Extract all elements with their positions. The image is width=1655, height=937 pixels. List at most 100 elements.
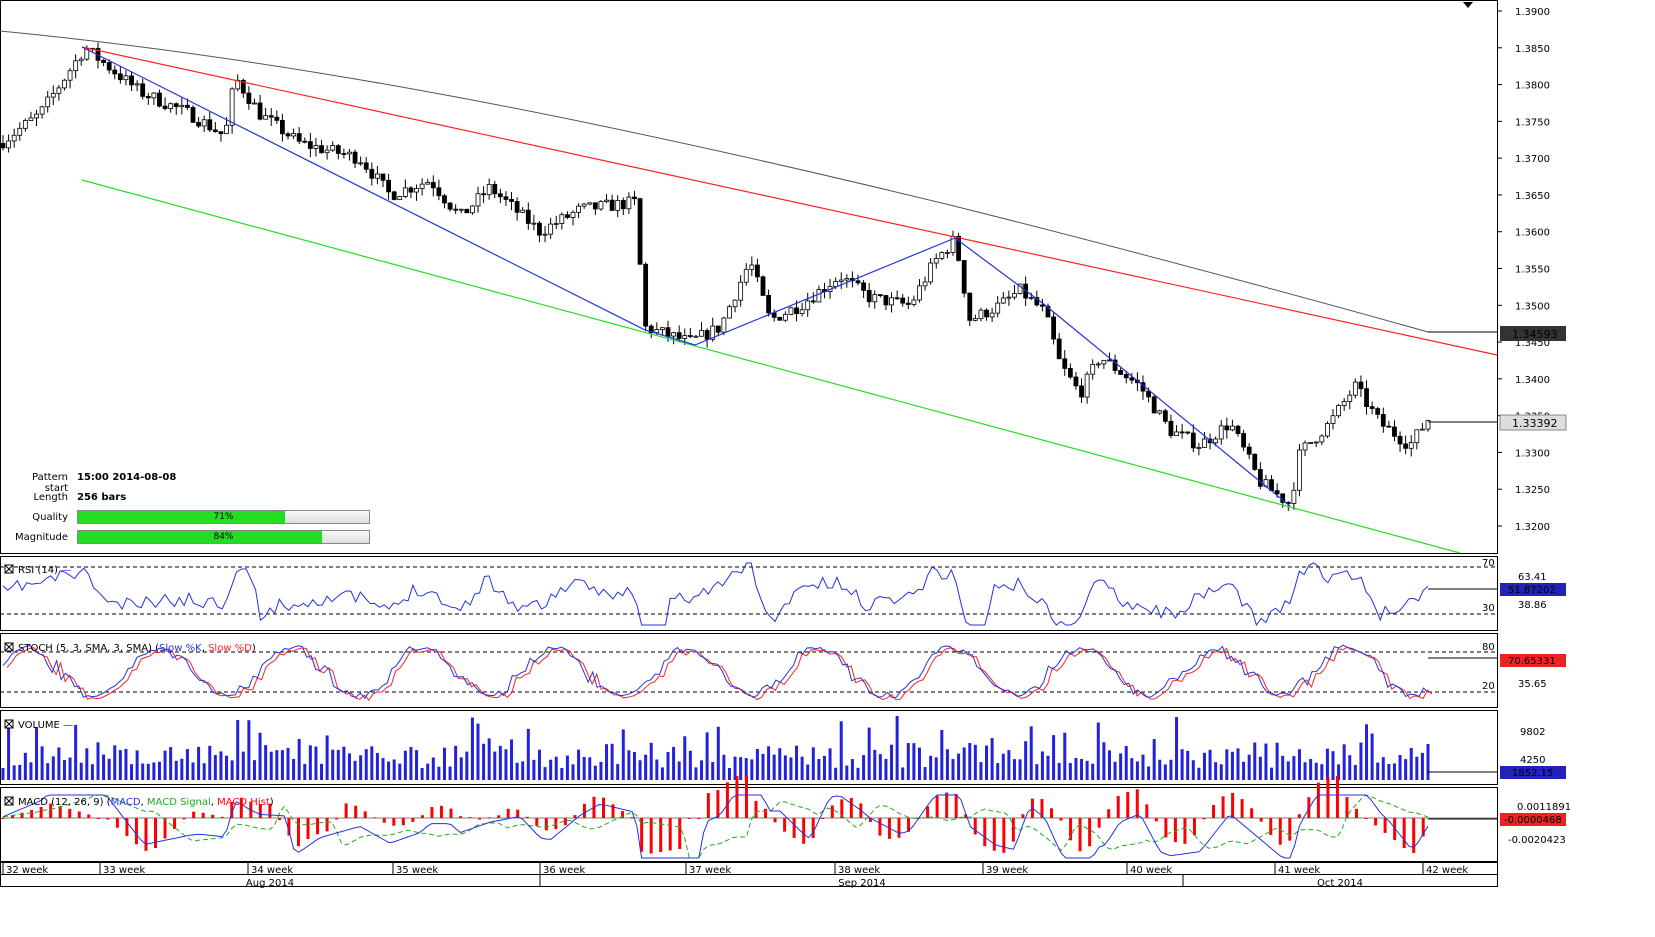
candle-body xyxy=(1084,373,1090,398)
candle-body xyxy=(889,297,894,306)
candle-body xyxy=(386,179,391,193)
macd-hist-bar xyxy=(621,811,625,818)
candle-body xyxy=(212,129,218,133)
candle-body xyxy=(559,214,565,224)
candle-body xyxy=(922,281,928,287)
macd-hist-bar xyxy=(144,818,148,851)
volume-bar xyxy=(297,739,301,780)
candle-body xyxy=(56,87,62,94)
candle-body xyxy=(1218,425,1224,440)
candle-body xyxy=(1123,373,1129,379)
candle-body xyxy=(727,306,732,319)
volume-bar xyxy=(1320,764,1324,780)
candle-body xyxy=(453,208,459,211)
candle-body xyxy=(39,106,45,115)
volume-bar xyxy=(1370,733,1374,780)
volume-bar xyxy=(1180,749,1184,780)
candle-body xyxy=(229,88,235,126)
volume-bar xyxy=(951,759,955,780)
macd-panel xyxy=(0,787,1498,862)
macd-hist-bar xyxy=(1307,797,1311,818)
week-label: 37 week xyxy=(689,865,731,876)
volume-bar xyxy=(862,755,866,780)
week-axis xyxy=(0,862,1498,875)
macd-hist-bar xyxy=(392,818,396,826)
macd-hist-bar xyxy=(1202,818,1206,820)
volume-bar xyxy=(510,739,514,780)
volume-bar xyxy=(795,745,799,780)
volume-bar xyxy=(856,767,860,780)
macd-hist-bar xyxy=(49,803,53,818)
macd-hist-bar xyxy=(1069,818,1073,841)
candle-body xyxy=(330,145,336,151)
scroll-arrow-icon[interactable] xyxy=(1463,2,1473,8)
macd-hist-bar xyxy=(1021,814,1025,818)
volume-bar xyxy=(1270,767,1274,780)
volume-bar xyxy=(308,745,312,780)
candle-body xyxy=(760,276,766,296)
volume-bar xyxy=(258,732,262,780)
volume-bar xyxy=(901,767,905,780)
volume-bar xyxy=(677,761,681,780)
price-tick-label: 1.3300 xyxy=(1515,448,1550,459)
candle-body xyxy=(844,278,850,281)
volume-bar xyxy=(962,747,966,780)
candle-body xyxy=(179,104,185,108)
candle-body xyxy=(565,214,570,218)
volume-bar xyxy=(521,761,525,780)
volume-bar xyxy=(666,752,670,780)
candle-body xyxy=(34,113,39,119)
volume-bar xyxy=(705,732,709,780)
volume-panel xyxy=(0,710,1498,785)
volume-bar xyxy=(1376,762,1380,780)
price-tick-label: 1.3900 xyxy=(1515,7,1550,18)
macd-hist-bar xyxy=(1250,808,1254,818)
macd-hist-bar xyxy=(640,818,644,852)
volume-bar xyxy=(912,743,916,780)
macd-hist-bar xyxy=(1,818,5,819)
volume-bar xyxy=(1147,766,1151,780)
volume-bar xyxy=(264,745,268,780)
macd-hist-bar xyxy=(945,792,949,818)
candle-body xyxy=(1196,447,1202,449)
macd-hist-bar xyxy=(582,803,586,818)
candle-body xyxy=(1235,425,1241,434)
macd-legend-part: MACD xyxy=(111,797,141,808)
candle-body xyxy=(715,325,721,333)
volume-bar xyxy=(1409,747,1413,780)
volume-bar xyxy=(945,749,949,780)
volume-bar xyxy=(1124,745,1128,780)
volume-bar xyxy=(130,764,134,780)
candle-body xyxy=(1397,435,1403,445)
candle-body xyxy=(604,199,609,202)
candle-body xyxy=(1162,410,1168,422)
macd-hist-bar xyxy=(258,803,262,818)
stoch-legend-part: STOCH (5, 3, SMA, 3, SMA) ( xyxy=(18,643,159,654)
volume-bar xyxy=(135,750,139,780)
volume-bar xyxy=(442,747,446,780)
volume-bar xyxy=(655,759,659,780)
volume-bar xyxy=(1102,742,1106,780)
candle-body xyxy=(369,168,375,179)
candle-body xyxy=(1386,425,1392,428)
volume-bar xyxy=(1096,722,1100,780)
stoch-toggle-x xyxy=(4,642,14,652)
volume-bar xyxy=(973,744,977,780)
candle-body xyxy=(296,133,302,142)
volume-bar xyxy=(331,749,335,780)
volume-bar xyxy=(727,767,731,780)
candle-body xyxy=(838,279,844,282)
candle-body xyxy=(307,141,313,149)
candle-body xyxy=(755,264,760,278)
volume-bar xyxy=(124,748,128,780)
candle-body xyxy=(1095,363,1101,366)
macd-legend-part: MACD Hist xyxy=(217,797,270,808)
volume-bar xyxy=(1348,755,1352,780)
candle-body xyxy=(1330,415,1336,424)
candle-body xyxy=(553,223,559,225)
candle-body xyxy=(218,131,224,135)
volume-bar xyxy=(23,752,27,780)
candle-body xyxy=(805,300,811,311)
macd-hist-bar xyxy=(1364,818,1368,819)
pattern-start-row: Pattern start 15:00 2014-08-08 xyxy=(8,470,388,494)
